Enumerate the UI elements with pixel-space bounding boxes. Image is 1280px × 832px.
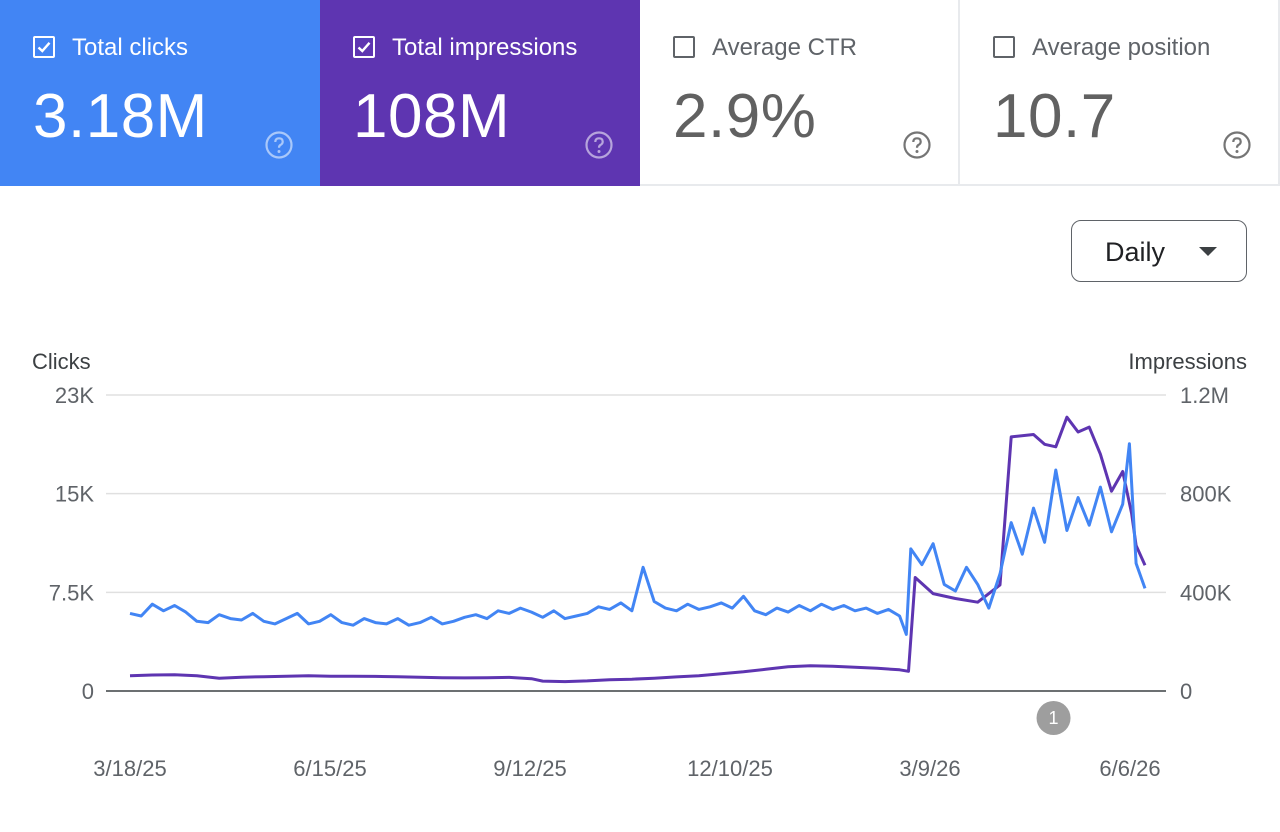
- total-impressions-checkbox[interactable]: [353, 36, 375, 58]
- help-icon[interactable]: [264, 130, 294, 160]
- x-axis-ticks: 3/18/25 6/15/25 9/12/25 12/10/25 3/9/26 6/6/2…: [93, 756, 1160, 781]
- average-ctr-value: 2.9%: [673, 82, 817, 151]
- help-icon[interactable]: [584, 130, 614, 160]
- clicks-series-line: [129, 442, 1147, 636]
- x-tick-label: 3/9/26: [899, 756, 960, 781]
- check-icon: [37, 42, 51, 53]
- left-tick-label: 0: [82, 679, 94, 704]
- left-axis-title: Clicks: [32, 349, 91, 374]
- chart-series: [129, 415, 1147, 684]
- total-impressions-value: 108M: [353, 82, 511, 151]
- total-clicks-card[interactable]: Total clicks 3.18M: [0, 0, 320, 186]
- x-tick-label: 6/6/26: [1099, 756, 1160, 781]
- right-tick-label: 400K: [1180, 580, 1232, 605]
- right-tick-label: 800K: [1180, 482, 1232, 507]
- x-tick-label: 6/15/25: [293, 756, 366, 781]
- check-icon: [357, 42, 371, 53]
- left-tick-label: 7.5K: [49, 580, 95, 605]
- help-icon[interactable]: [902, 130, 932, 160]
- total-clicks-value: 3.18M: [33, 82, 208, 151]
- left-tick-label: 23K: [55, 383, 94, 408]
- x-tick-label: 3/18/25: [93, 756, 166, 781]
- metric-cards: Total clicks 3.18M Total impressions 108…: [0, 0, 1280, 187]
- right-axis-ticks: 0 400K 800K 1.2M: [1180, 383, 1232, 704]
- right-axis-title: Impressions: [1128, 349, 1247, 374]
- average-position-value: 10.7: [993, 82, 1116, 151]
- total-impressions-label: Total impressions: [392, 34, 578, 61]
- right-tick-label: 0: [1180, 679, 1192, 704]
- granularity-dropdown[interactable]: Daily: [1071, 220, 1247, 282]
- annotation-marker[interactable]: 1: [1036, 701, 1071, 735]
- caret-down-icon: [1199, 247, 1217, 256]
- total-impressions-card[interactable]: Total impressions 108M: [320, 0, 640, 186]
- annotation-label: 1: [1049, 708, 1059, 728]
- annotation-circle: [1036, 701, 1071, 735]
- average-position-label: Average position: [1032, 34, 1211, 61]
- average-ctr-card[interactable]: Average CTR 2.9%: [640, 0, 960, 186]
- x-tick-label: 12/10/25: [687, 756, 773, 781]
- right-tick-label: 1.2M: [1180, 383, 1229, 408]
- x-tick-label: 9/12/25: [493, 756, 566, 781]
- average-position-checkbox[interactable]: [993, 36, 1015, 58]
- average-position-card[interactable]: Average position 10.7: [960, 0, 1280, 186]
- total-clicks-checkbox[interactable]: [33, 36, 55, 58]
- performance-chart: Clicks Impressions 0 7.5K 15K 23K 0 400K 800K…: [32, 349, 1247, 781]
- help-icon[interactable]: [1222, 130, 1252, 160]
- impressions-series-line: [129, 415, 1147, 684]
- granularity-dropdown-label: Daily: [1105, 237, 1166, 267]
- left-tick-label: 15K: [55, 482, 94, 507]
- total-clicks-label: Total clicks: [72, 34, 189, 61]
- average-ctr-checkbox[interactable]: [673, 36, 695, 58]
- left-axis-ticks: 0 7.5K 15K 23K: [49, 383, 95, 704]
- average-ctr-label: Average CTR: [712, 34, 857, 61]
